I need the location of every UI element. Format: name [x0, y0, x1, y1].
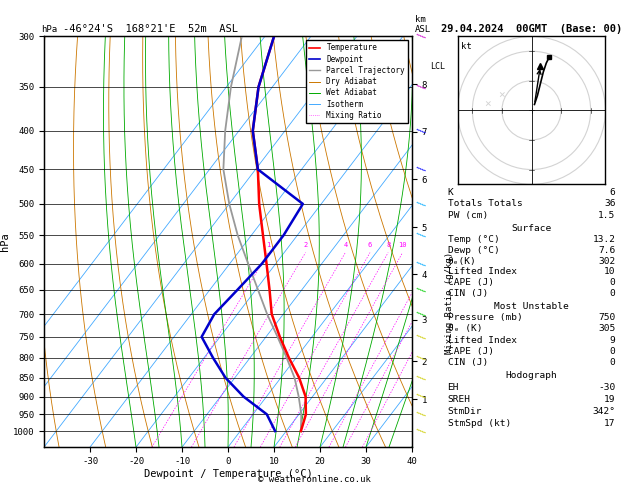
X-axis label: Dewpoint / Temperature (°C): Dewpoint / Temperature (°C) [143, 469, 313, 479]
Text: \: \ [416, 352, 427, 364]
Text: \: \ [416, 284, 427, 295]
Text: Most Unstable: Most Unstable [494, 302, 569, 311]
Text: Dewp (°C): Dewp (°C) [448, 246, 499, 255]
Text: 17: 17 [604, 419, 615, 428]
Text: 342°: 342° [593, 407, 615, 416]
Text: K: K [448, 188, 454, 196]
Text: PW (cm): PW (cm) [448, 211, 488, 220]
Text: 19: 19 [604, 395, 615, 404]
Text: km
ASL: km ASL [415, 16, 431, 34]
Text: ⨯: ⨯ [484, 100, 491, 109]
Text: Lifted Index: Lifted Index [448, 335, 516, 345]
Text: \: \ [416, 391, 427, 402]
Text: \: \ [416, 409, 427, 420]
Text: 0: 0 [610, 358, 615, 367]
Text: 0: 0 [610, 278, 615, 287]
Text: 36: 36 [604, 199, 615, 208]
Text: \: \ [416, 426, 427, 437]
Text: Temp (°C): Temp (°C) [448, 235, 499, 244]
Text: 1.5: 1.5 [598, 211, 615, 220]
Text: \: \ [416, 164, 427, 175]
Text: 8: 8 [386, 243, 390, 248]
Text: Mixing Ratio (g/kg): Mixing Ratio (g/kg) [445, 252, 454, 354]
Text: \: \ [416, 125, 427, 137]
Text: \: \ [416, 258, 427, 269]
Text: LCL: LCL [430, 62, 445, 71]
Text: 750: 750 [598, 313, 615, 322]
Text: 302: 302 [598, 257, 615, 265]
Legend: Temperature, Dewpoint, Parcel Trajectory, Dry Adiabat, Wet Adiabat, Isotherm, Mi: Temperature, Dewpoint, Parcel Trajectory… [306, 40, 408, 123]
Text: 29.04.2024  00GMT  (Base: 00): 29.04.2024 00GMT (Base: 00) [441, 24, 622, 34]
Text: CIN (J): CIN (J) [448, 289, 488, 298]
Text: hPa: hPa [41, 25, 57, 34]
Text: 7.6: 7.6 [598, 246, 615, 255]
Text: 13.2: 13.2 [593, 235, 615, 244]
Text: StmDir: StmDir [448, 407, 482, 416]
Text: CIN (J): CIN (J) [448, 358, 488, 367]
Text: 0: 0 [610, 289, 615, 298]
Text: CAPE (J): CAPE (J) [448, 278, 494, 287]
Text: 9: 9 [610, 335, 615, 345]
Text: \: \ [416, 309, 427, 320]
Text: 4: 4 [343, 243, 347, 248]
Text: CAPE (J): CAPE (J) [448, 347, 494, 356]
Text: StmSpd (kt): StmSpd (kt) [448, 419, 511, 428]
Text: Pressure (mb): Pressure (mb) [448, 313, 522, 322]
Text: Surface: Surface [511, 224, 552, 233]
Text: Totals Totals: Totals Totals [448, 199, 522, 208]
Text: \: \ [416, 331, 427, 343]
Text: θₑ (K): θₑ (K) [448, 324, 482, 333]
Text: \: \ [416, 229, 427, 241]
Text: \: \ [416, 372, 427, 383]
Text: \: \ [416, 31, 427, 42]
Text: 10: 10 [398, 243, 407, 248]
Text: © weatheronline.co.uk: © weatheronline.co.uk [258, 474, 371, 484]
Text: 6: 6 [368, 243, 372, 248]
Text: 0: 0 [610, 347, 615, 356]
Text: \: \ [416, 198, 427, 209]
Text: EH: EH [448, 383, 459, 392]
Text: Lifted Index: Lifted Index [448, 267, 516, 277]
Text: kt: kt [460, 42, 471, 52]
Text: SREH: SREH [448, 395, 470, 404]
Text: 305: 305 [598, 324, 615, 333]
Text: 10: 10 [604, 267, 615, 277]
Text: 6: 6 [610, 188, 615, 196]
Text: θₑ(K): θₑ(K) [448, 257, 476, 265]
Text: \: \ [416, 81, 427, 93]
Text: 2: 2 [303, 243, 308, 248]
Text: Hodograph: Hodograph [506, 371, 557, 381]
Text: -30: -30 [598, 383, 615, 392]
Y-axis label: hPa: hPa [0, 232, 10, 251]
Text: 1: 1 [266, 243, 270, 248]
Text: ⨯: ⨯ [499, 90, 505, 101]
Text: -46°24'S  168°21'E  52m  ASL: -46°24'S 168°21'E 52m ASL [63, 24, 238, 34]
